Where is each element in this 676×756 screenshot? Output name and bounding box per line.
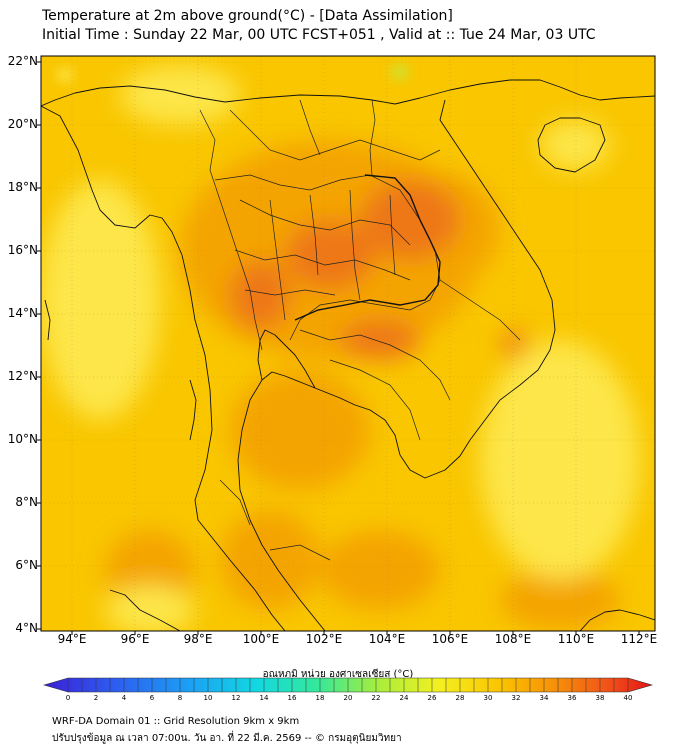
colorbar-tick-label: 18: [315, 694, 325, 702]
colorbar-tick-label: 26: [427, 694, 437, 702]
lon-label: 104°E: [368, 632, 406, 646]
lat-label: 6°N: [15, 558, 38, 572]
cool-area: [480, 340, 640, 580]
lat-label: 10°N: [7, 432, 38, 446]
lon-label: 100°E: [242, 632, 280, 646]
warm-area: [320, 530, 440, 610]
cool-area: [120, 65, 240, 125]
coastlines: [41, 79, 655, 631]
chart-title: Temperature at 2m above ground(°C) - [Da…: [42, 8, 453, 24]
lon-label: 110°E: [557, 632, 595, 646]
lon-label: 102°E: [305, 632, 343, 646]
colorbar-tick-label: 8: [177, 694, 183, 702]
chart-subtitle: Initial Time : Sunday 22 Mar, 00 UTC FCS…: [42, 27, 596, 43]
cool-spot: [392, 65, 408, 79]
cool-spot: [57, 68, 73, 82]
lat-label: 22°N: [7, 54, 38, 68]
colorbar-tick-label: 4: [121, 694, 127, 702]
colorbar: [42, 677, 654, 693]
hot-area: [285, 220, 375, 290]
colorbar-tick-label: 10: [203, 694, 213, 702]
colorbar-tick-label: 36: [567, 694, 577, 702]
warm-area: [230, 370, 370, 490]
colorbar-tick-label: 28: [455, 694, 465, 702]
lon-label: 96°E: [120, 632, 150, 646]
colorbar-tick-label: 40: [623, 694, 633, 702]
colorbar-tick-label: 22: [371, 694, 381, 702]
lon-label: 108°E: [494, 632, 532, 646]
cool-area: [105, 585, 195, 631]
colorbar-tick-label: 38: [595, 694, 605, 702]
colorbar-tick-label: 32: [511, 694, 521, 702]
colorbar-tick-label: 20: [343, 694, 353, 702]
colorbar-tick-label: 34: [539, 694, 549, 702]
lat-label: 20°N: [7, 117, 38, 131]
colorbar-title: อุณหภูมิ หน่วย องศาเซลเซียส (°C): [262, 669, 414, 680]
hot-area: [230, 260, 290, 330]
map-frame: [40, 55, 656, 632]
colorbar-tick-label: 12: [231, 694, 241, 702]
cool-area: [540, 120, 610, 170]
footer-domain-info: WRF-DA Domain 01 :: Grid Resolution 9km …: [52, 716, 300, 727]
lat-label: 12°N: [7, 369, 38, 383]
colorbar-tick-label: 14: [259, 694, 269, 702]
admin-borders: [199, 99, 521, 561]
lat-label: 4°N: [15, 621, 38, 635]
warm-area: [220, 510, 320, 610]
colorbar-tick-label: 24: [399, 694, 409, 702]
axis-ticks: [37, 61, 640, 635]
lon-label: 98°E: [183, 632, 213, 646]
hot-area: [503, 331, 527, 359]
colorbar-tick-label: 0: [65, 694, 71, 702]
colorbar-tick-label: 30: [483, 694, 493, 702]
colorbar-tick-label: 6: [149, 694, 155, 702]
lat-label: 14°N: [7, 306, 38, 320]
lat-label: 8°N: [15, 495, 38, 509]
warm-area: [500, 570, 620, 630]
national-border: [294, 174, 441, 321]
lon-label: 94°E: [57, 632, 87, 646]
lon-label: 112°E: [620, 632, 658, 646]
colorbar-tick-label: 16: [287, 694, 297, 702]
hot-area: [360, 180, 460, 260]
footer-update-info: ปรับปรุงข้อมูล ณ เวลา 07:00น. วัน อา. ที…: [52, 733, 402, 744]
colorbar-tick-label: 2: [93, 694, 99, 702]
lat-label: 18°N: [7, 180, 38, 194]
lat-label: 16°N: [7, 243, 38, 257]
lon-label: 106°E: [431, 632, 469, 646]
cool-area: [41, 180, 160, 420]
